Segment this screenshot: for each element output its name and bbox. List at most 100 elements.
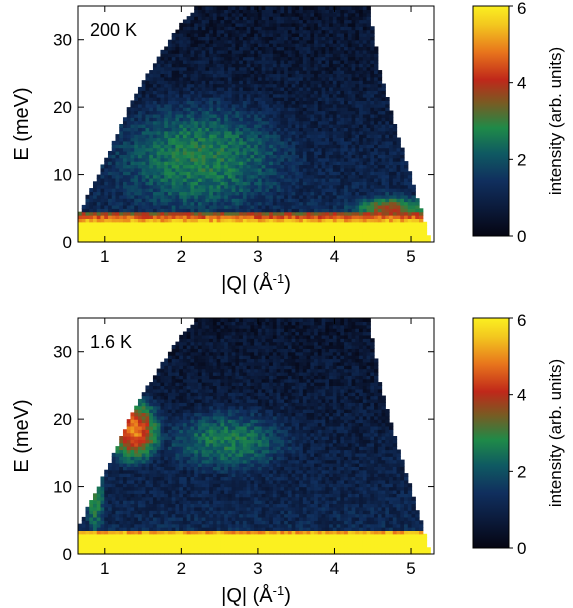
heatmap-cell [284, 188, 289, 193]
heatmap-cell [321, 90, 326, 95]
heatmap-cell [302, 103, 308, 108]
heatmap-cell [227, 56, 233, 61]
heatmap-cell [164, 90, 169, 95]
heatmap-cell [242, 184, 248, 189]
heatmap-cell [100, 211, 105, 216]
heatmap-cell [280, 171, 285, 176]
heatmap-cell [250, 53, 255, 58]
heatmap-cell [242, 76, 248, 81]
heatmap-cell [385, 140, 390, 145]
heatmap-cell [197, 164, 203, 169]
heatmap-cell [374, 174, 379, 179]
heatmap-cell [220, 238, 225, 243]
heatmap-cell [171, 36, 177, 41]
heatmap-cell [257, 32, 263, 37]
heatmap-cell [269, 26, 274, 31]
heatmap-cell [224, 181, 229, 186]
heatmap-cell [167, 97, 173, 101]
heatmap-cell [126, 235, 132, 240]
heatmap-cell [122, 184, 128, 189]
heatmap-cell [182, 120, 188, 125]
heatmap-cell [115, 177, 120, 182]
heatmap-cell [115, 198, 120, 203]
heatmap-cell [302, 134, 308, 139]
heatmap-cell [197, 56, 203, 61]
heatmap-cell [344, 73, 349, 78]
heatmap-cell [374, 188, 379, 193]
heatmap-cell [227, 167, 233, 172]
heatmap-cell [224, 32, 229, 37]
heatmap-cell [310, 63, 315, 68]
heatmap-cell [134, 191, 139, 196]
heatmap-cell [227, 127, 233, 132]
heatmap-cell [269, 140, 274, 145]
heatmap-cell [205, 36, 210, 41]
heatmap-cell [242, 215, 248, 219]
heatmap-cell [227, 147, 233, 152]
heatmap-cell [224, 154, 229, 159]
heatmap-cell [332, 127, 338, 132]
heatmap-cell [272, 208, 278, 213]
heatmap-cell [291, 218, 296, 223]
heatmap-cell [100, 177, 105, 182]
heatmap-cell [96, 174, 102, 179]
heatmap-cell [351, 238, 356, 243]
heatmap-cell [250, 150, 255, 155]
heatmap-cell [152, 137, 158, 142]
heatmap-cell [201, 164, 207, 169]
heatmap-cell [179, 191, 184, 196]
heatmap-cell [145, 93, 150, 98]
heatmap-cell [299, 22, 304, 27]
heatmap-cell [291, 235, 296, 240]
heatmap-cell [201, 103, 207, 108]
heatmap-cell [246, 221, 251, 226]
heatmap-cell [329, 110, 334, 115]
heatmap-cell [134, 167, 139, 172]
heatmap-cell [392, 127, 398, 132]
heatmap-cell [167, 39, 173, 44]
heatmap-cell [246, 127, 251, 132]
heatmap-cell [314, 80, 319, 85]
heatmap-cell [254, 12, 259, 17]
heatmap-cell [227, 83, 233, 88]
heatmap-cell [242, 124, 248, 128]
heatmap-cell [179, 120, 184, 125]
heatmap-cell [119, 211, 124, 216]
heatmap-cell [272, 26, 278, 31]
heatmap-cell [104, 194, 109, 199]
heatmap-cell [291, 43, 296, 48]
heatmap-cell [261, 167, 266, 172]
heatmap-cell [130, 191, 135, 196]
heatmap-cell [235, 107, 240, 112]
heatmap-cell [96, 235, 102, 240]
heatmap-cell [96, 194, 102, 199]
heatmap-cell [302, 63, 308, 68]
heatmap-cell [201, 97, 207, 101]
heatmap-cell [156, 103, 162, 108]
heatmap-cell [276, 211, 281, 216]
heatmap-cell [156, 181, 162, 186]
heatmap-cell [392, 147, 398, 152]
heatmap-cell [355, 225, 360, 230]
heatmap-cell [231, 76, 236, 81]
heatmap-cell [137, 161, 143, 166]
heatmap-cell [239, 29, 244, 34]
heatmap-cell [377, 100, 383, 105]
heatmap-cell [235, 225, 240, 230]
heatmap-cell [287, 134, 293, 139]
heatmap-cell [212, 194, 218, 199]
heatmap-cell [366, 130, 371, 135]
heatmap-cell [179, 130, 184, 135]
heatmap-cell [257, 177, 263, 182]
heatmap-cell [205, 228, 210, 233]
heatmap-cell [261, 204, 266, 209]
heatmap-cell [239, 127, 244, 132]
heatmap-cell [246, 150, 251, 155]
heatmap-cell [332, 100, 338, 105]
heatmap-cell [141, 184, 147, 189]
heatmap-cell [246, 130, 251, 135]
heatmap-cell [404, 211, 409, 216]
heatmap-cell [212, 46, 218, 51]
heatmap-cell [167, 221, 173, 226]
heatmap-cell [212, 124, 218, 128]
